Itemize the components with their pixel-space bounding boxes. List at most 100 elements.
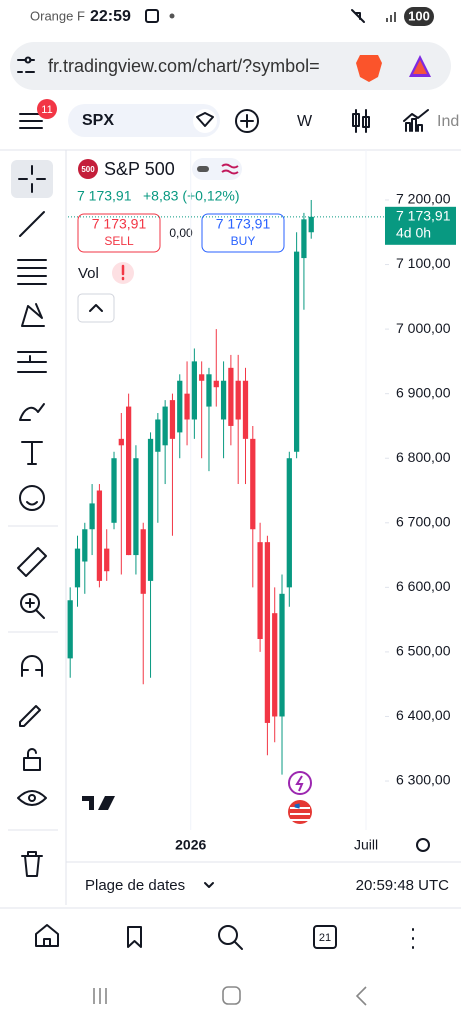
nav-search[interactable] [218,925,238,945]
tool-zoom-plus [25,598,45,619]
nav-calendar-day[interactable]: 21 [319,932,331,944]
tool-brush[interactable] [19,403,45,421]
candle-body [279,593,285,717]
signal-icon [386,12,396,22]
tool-magnet[interactable] [21,655,43,677]
symbol[interactable]: SPX [82,112,114,129]
candle-body [67,600,73,659]
x-tick-label: Juill [354,837,378,853]
candle-body [177,380,183,433]
sell-button[interactable] [77,213,161,253]
last-price: 7 173,91 [77,188,132,204]
tool-delete[interactable] [21,851,43,877]
url-bar[interactable] [10,42,451,90]
buy-price[interactable]: 7 173,91 [216,216,271,232]
candle-body [264,542,271,723]
url[interactable]: fr.tradingview.com/chart/?symbol= [48,56,320,76]
buy-label[interactable]: BUY [231,234,256,248]
event-economic[interactable] [288,800,312,824]
collapse-icon [89,304,103,312]
status-icon [145,9,159,23]
status-dot [169,13,175,19]
candle-body [257,542,263,640]
event-economic-flag [290,807,310,821]
tool-cursor[interactable] [18,165,46,193]
tool-ruler[interactable] [17,547,47,577]
candle-body [96,490,103,581]
date-range-chevron [204,882,214,888]
interval[interactable]: W [297,113,313,130]
tool-emoji[interactable] [19,485,45,511]
chart-type-body [362,116,370,128]
tradingview-logo[interactable] [82,796,115,810]
buy-button[interactable] [201,213,285,253]
y-tick-label: 7 200,00 [396,191,451,207]
spread: 0,00 [169,226,193,240]
candle-body [308,216,314,233]
menu[interactable] [19,113,43,129]
candle-body [104,548,110,572]
nav-home[interactable] [35,924,59,947]
bar-countdown: 4d 0h [396,225,431,241]
tool-prediction[interactable] [17,351,47,373]
tool-hide[interactable] [17,790,47,806]
delayed-data [221,163,239,175]
chart-settings[interactable] [416,838,430,852]
candle-body [155,419,161,452]
candle-body [191,361,197,420]
candle-body [235,380,241,420]
tool-pattern[interactable] [21,303,45,327]
tool-text[interactable] [21,441,43,465]
y-tick-label: 6 700,00 [396,513,451,529]
indicators-label[interactable]: Ind [437,113,459,130]
sell-price[interactable]: 7 173,91 [92,216,147,232]
status-pill[interactable] [192,158,242,180]
last-price-label: 7 173,91 [396,208,451,224]
symbol-search[interactable] [68,104,220,137]
y-tick-label: 6 300,00 [396,772,451,788]
candle-body [118,438,124,446]
candle-body [111,458,117,523]
y-tick-label: 7 000,00 [396,320,451,336]
market-status [197,166,209,172]
battery [404,7,434,26]
instrument-name: S&P 500 [104,159,175,179]
candle-body [89,503,95,530]
tool-lock-drawings[interactable] [19,705,41,727]
android-home[interactable] [222,986,241,1005]
candle-body [140,529,146,594]
tool-selected [11,160,53,198]
brave-shield[interactable] [356,55,382,82]
badge [37,99,57,119]
compare-icon [196,112,214,127]
candle-body [133,458,139,556]
candle-body [125,406,132,556]
tool-zoom[interactable] [20,593,40,613]
site-settings[interactable] [17,59,35,73]
y-tick-label: 6 500,00 [396,643,451,659]
tool-fib[interactable] [17,259,47,285]
y-tick-label: 7 100,00 [396,255,451,271]
add-icon [240,114,254,128]
tool-trendline[interactable] [19,211,45,237]
candle-body [213,380,219,388]
brave-rewards-inner [413,60,427,74]
utc-clock[interactable]: 20:59:48 UTC [356,877,450,894]
indicators-icon[interactable] [403,109,429,132]
android-recents[interactable] [93,988,107,1004]
tool-lock[interactable] [23,748,41,771]
candle-body [293,251,300,452]
y-tick-label: 6 400,00 [396,707,451,723]
add-button[interactable] [235,109,259,133]
android-back[interactable] [355,986,367,1006]
candle-body [228,367,234,426]
symbol-logo [78,159,98,179]
collapse-button[interactable] [77,293,115,323]
date-range[interactable]: Plage de dates [85,877,185,894]
volume-label: Vol [78,265,99,282]
nav-watchlist[interactable] [127,926,142,948]
nav-calendar[interactable] [313,925,337,949]
sell-label[interactable]: SELL [104,234,134,248]
